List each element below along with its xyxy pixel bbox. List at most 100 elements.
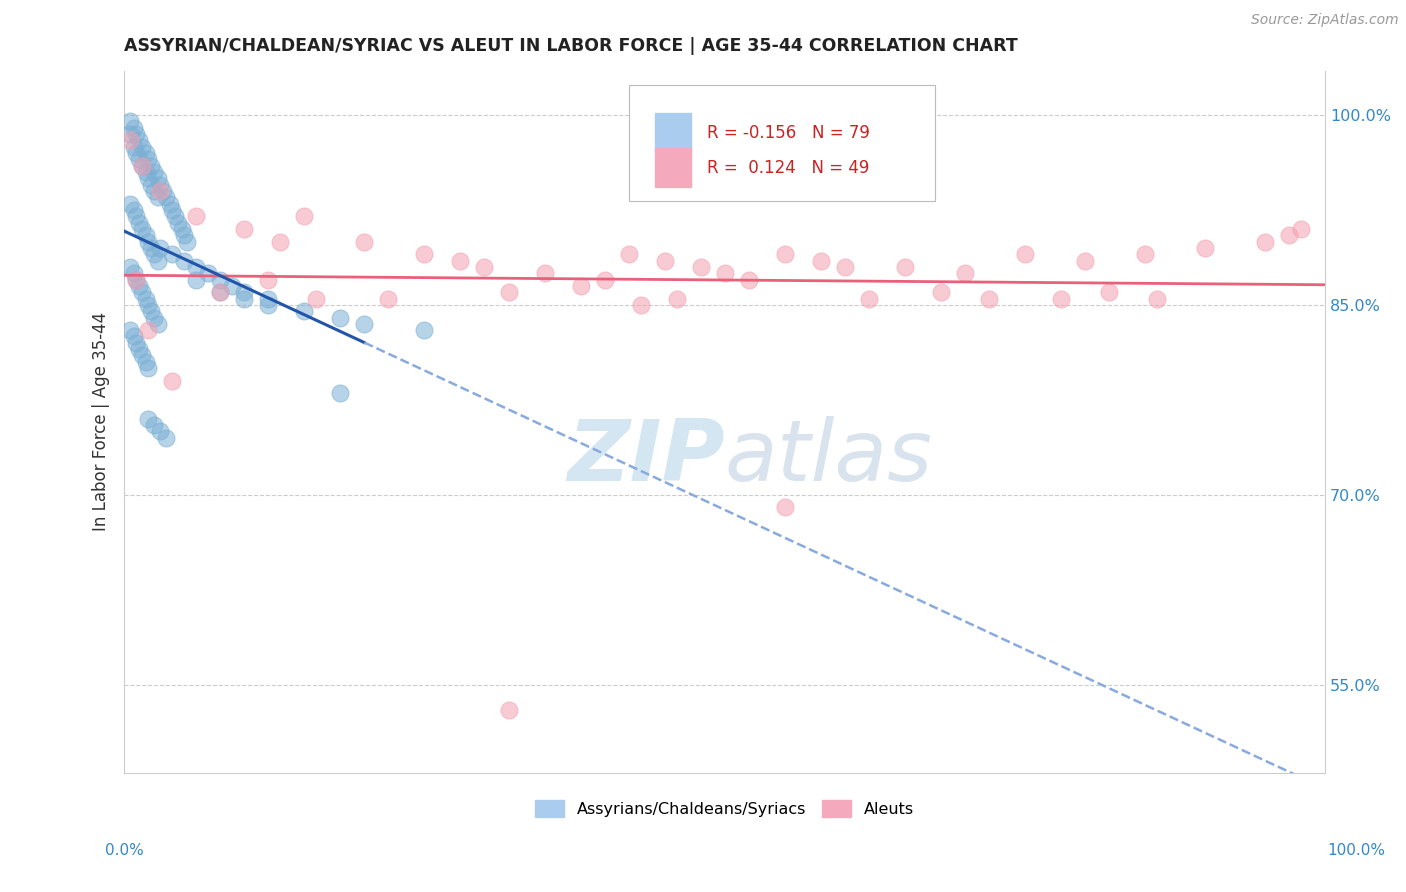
Point (155, 431, 177, 445)
Point (135, 165, 157, 179)
Y-axis label: In Labor Force | Age 35-44: In Labor Force | Age 35-44 (93, 312, 110, 532)
Point (122, 329, 145, 343)
Point (125, 335, 148, 350)
Point (162, 374, 184, 388)
Point (1194, 241, 1216, 255)
Point (1133, 247, 1156, 261)
Point (894, 260, 917, 274)
Point (173, 228, 195, 243)
Point (135, 355, 157, 369)
Point (186, 260, 208, 274)
Point (131, 139, 153, 153)
Point (149, 178, 172, 192)
Point (125, 146, 148, 161)
Point (146, 253, 169, 268)
Point (305, 292, 328, 306)
Point (569, 278, 592, 293)
FancyBboxPatch shape (628, 85, 935, 201)
Text: R = -0.156   N = 79: R = -0.156 N = 79 (707, 124, 869, 142)
Point (689, 260, 711, 274)
Point (136, 298, 159, 312)
Point (257, 272, 280, 286)
Point (143, 418, 166, 433)
Point (128, 133, 150, 147)
FancyBboxPatch shape (655, 148, 692, 187)
Point (122, 139, 145, 153)
Point (498, 285, 520, 300)
Point (136, 361, 159, 376)
Point (162, 202, 184, 217)
Point (159, 196, 181, 211)
Point (353, 235, 375, 249)
Text: ZIP: ZIP (567, 416, 724, 499)
Point (413, 323, 436, 337)
Point (136, 171, 159, 186)
Point (139, 241, 162, 255)
Point (1014, 247, 1036, 261)
Point (1289, 222, 1312, 236)
Point (143, 247, 166, 261)
Point (163, 209, 186, 223)
Point (353, 317, 375, 331)
Point (149, 425, 172, 439)
Point (593, 272, 616, 286)
Point (135, 228, 157, 243)
Point (221, 278, 243, 293)
Point (474, 260, 496, 274)
Point (139, 178, 162, 192)
Point (143, 310, 166, 325)
Point (122, 120, 145, 135)
Point (834, 260, 856, 274)
Point (136, 323, 159, 337)
Point (1098, 285, 1121, 300)
Legend: Assyrians/Chaldeans/Syriacs, Aleuts: Assyrians/Chaldeans/Syriacs, Aleuts (527, 792, 922, 825)
Point (186, 209, 208, 223)
Text: 100.0%: 100.0% (1327, 843, 1385, 858)
Point (176, 235, 198, 249)
Point (131, 159, 153, 173)
Point (135, 146, 157, 161)
Point (292, 209, 315, 223)
Point (377, 292, 399, 306)
Point (929, 285, 952, 300)
Point (186, 272, 208, 286)
Point (125, 127, 148, 141)
Point (329, 310, 352, 325)
Point (125, 209, 148, 223)
Point (170, 222, 193, 236)
Point (125, 272, 148, 286)
Text: atlas: atlas (724, 416, 932, 499)
Point (1050, 292, 1073, 306)
Point (136, 411, 159, 425)
Point (257, 298, 280, 312)
Point (209, 285, 232, 300)
Point (233, 285, 256, 300)
Point (233, 222, 256, 236)
Text: 0.0%: 0.0% (105, 843, 145, 858)
Point (773, 500, 796, 515)
Point (128, 216, 150, 230)
Point (128, 342, 150, 356)
Point (630, 298, 652, 312)
Point (953, 266, 976, 280)
Text: Source: ZipAtlas.com: Source: ZipAtlas.com (1251, 13, 1399, 28)
Point (654, 253, 676, 268)
Point (173, 253, 195, 268)
Point (329, 386, 352, 401)
Point (209, 272, 232, 286)
Point (1074, 253, 1097, 268)
Point (120, 196, 142, 211)
Point (810, 253, 832, 268)
Point (167, 216, 190, 230)
Point (413, 247, 436, 261)
Point (533, 266, 555, 280)
Point (146, 171, 169, 186)
Point (1254, 235, 1277, 249)
Point (122, 202, 145, 217)
Point (128, 278, 150, 293)
Point (128, 153, 150, 167)
Point (858, 292, 880, 306)
Point (665, 292, 688, 306)
Point (209, 285, 232, 300)
Point (713, 266, 735, 280)
